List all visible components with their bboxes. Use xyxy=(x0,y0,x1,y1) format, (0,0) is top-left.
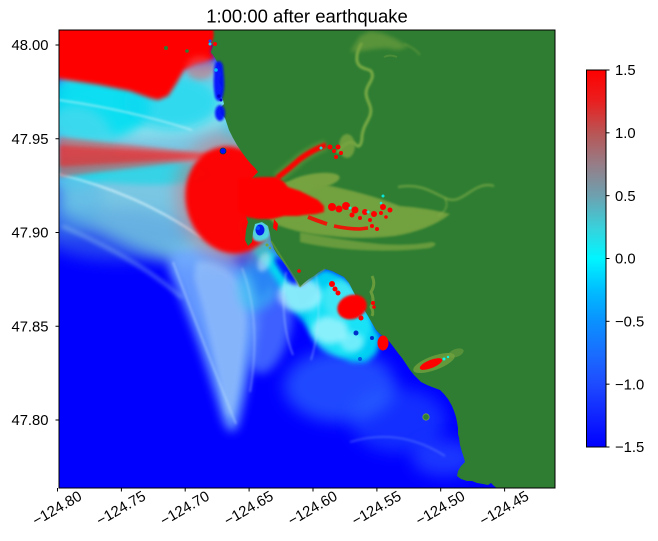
svg-text:−1.0: −1.0 xyxy=(615,377,644,393)
svg-text:−124.70: −124.70 xyxy=(158,489,213,530)
svg-text:0.0: 0.0 xyxy=(615,252,636,268)
svg-text:47.85: 47.85 xyxy=(11,319,48,335)
svg-text:−124.60: −124.60 xyxy=(286,489,341,530)
svg-text:−124.45: −124.45 xyxy=(477,489,532,530)
svg-text:48.00: 48.00 xyxy=(11,38,48,54)
svg-text:−124.65: −124.65 xyxy=(222,489,277,530)
svg-text:−1.5: −1.5 xyxy=(615,440,644,456)
svg-text:−124.75: −124.75 xyxy=(94,489,149,530)
svg-text:47.90: 47.90 xyxy=(11,226,48,242)
svg-text:47.95: 47.95 xyxy=(11,132,48,148)
svg-text:−124.50: −124.50 xyxy=(413,489,468,530)
svg-text:1:00:00 after earthquake: 1:00:00 after earthquake xyxy=(206,6,408,27)
svg-text:1.5: 1.5 xyxy=(615,63,636,79)
svg-text:47.80: 47.80 xyxy=(11,413,48,429)
svg-text:−124.55: −124.55 xyxy=(350,489,405,530)
svg-text:0.5: 0.5 xyxy=(615,189,636,205)
svg-text:−124.80: −124.80 xyxy=(30,489,85,530)
svg-text:−0.5: −0.5 xyxy=(615,315,644,331)
svg-text:1.0: 1.0 xyxy=(615,126,636,142)
